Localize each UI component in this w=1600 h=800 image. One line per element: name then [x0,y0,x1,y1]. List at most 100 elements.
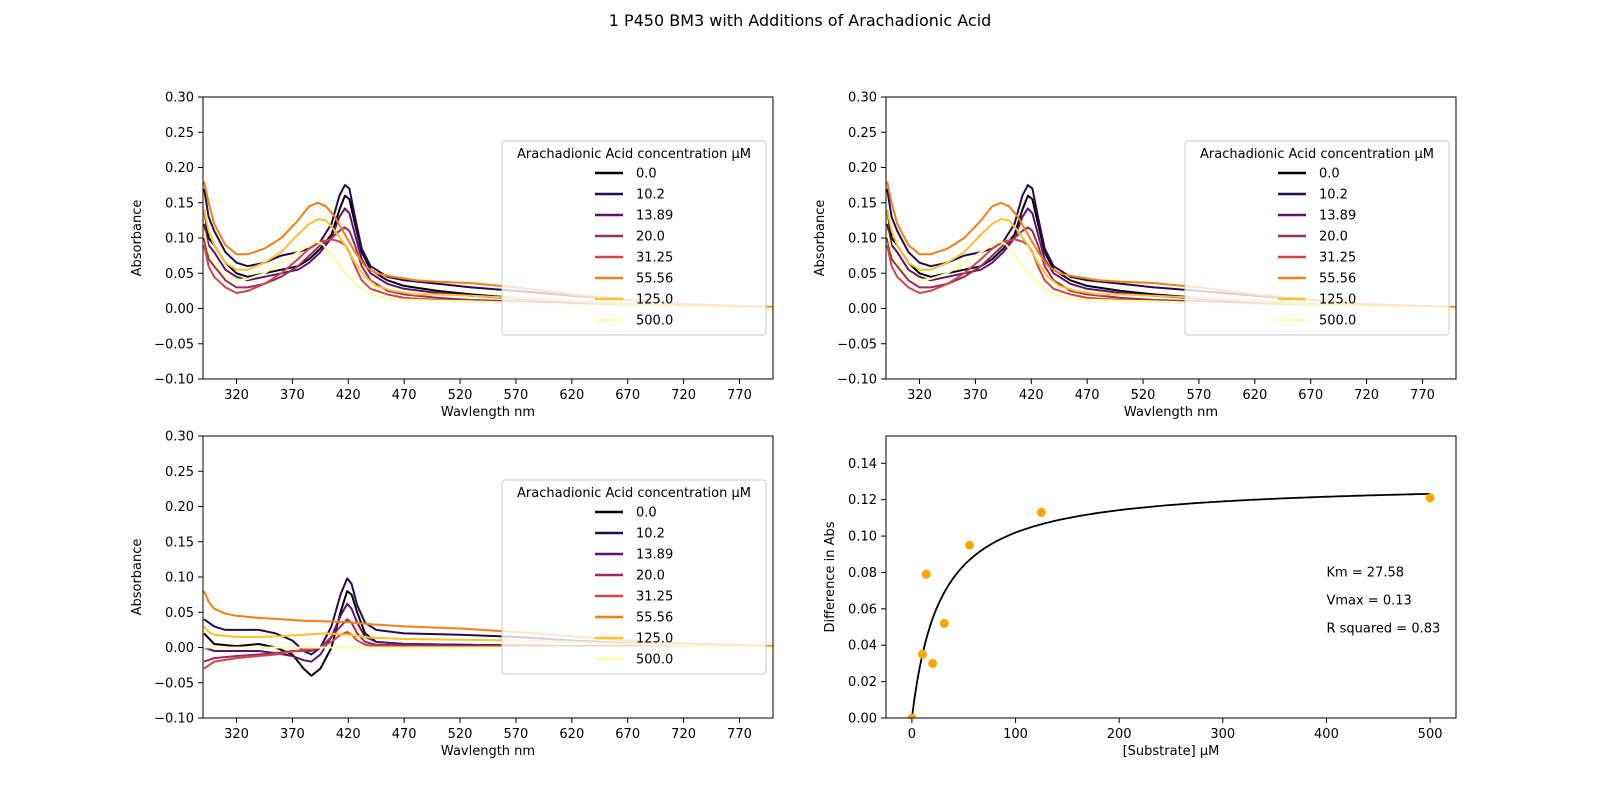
y-tick-label: −0.05 [154,676,194,691]
y-tick-label: −0.10 [837,373,877,388]
x-tick-label: 500 [1418,727,1443,742]
y-tick-label: 0.02 [848,675,877,690]
y-tick-label: 0.14 [848,457,877,472]
x-tick-label: 720 [671,727,696,742]
y-tick-label: 0.20 [848,161,877,176]
x-tick-label: 200 [1107,727,1132,742]
data-point [921,569,931,579]
data-point [917,649,927,659]
y-tick-label: 0.06 [848,602,877,617]
legend-label: 55.56 [636,611,673,626]
y-tick-label: 0.15 [165,535,194,550]
y-tick-label: 0.30 [848,91,877,106]
data-point [928,658,938,668]
legend-box [501,479,767,675]
legend-label: 31.25 [636,251,673,266]
x-axis-label: Wavlength nm [441,405,535,420]
legend-title: Arachadionic Acid concentration μM [1200,147,1434,162]
legend-label: 20.0 [636,230,665,245]
y-tick-label: 0.05 [848,267,877,282]
y-tick-label: 0.12 [848,493,877,508]
legend-label: 55.56 [1319,272,1356,287]
data-point [939,618,949,628]
x-axis-label: [Substrate] μM [1123,744,1220,759]
y-tick-label: 0.04 [848,639,877,654]
x-tick-label: 420 [1019,388,1044,403]
legend-label: 0.0 [636,506,657,521]
y-tick-label: 0.05 [165,267,194,282]
legend-label: 125.0 [1319,293,1356,308]
y-tick-label: −0.05 [837,337,877,352]
panel-spectra-repeat: 320 370 420 470 520 570 620 670 720 770 −0.10 −0.05… [813,91,1457,420]
x-tick-label: 320 [224,727,249,742]
legend: Arachadionic Acid concentration μM 0.0 10.… [501,140,767,336]
x-tick-label: 470 [392,727,417,742]
y-tick-label: −0.05 [154,337,194,352]
x-tick-label: 570 [1187,388,1212,403]
axes-frame [202,96,774,380]
x-tick-label: 370 [963,388,988,403]
legend: Arachadionic Acid concentration μM 0.0 10.… [1184,140,1450,336]
x-tick-label: 670 [1298,388,1323,403]
y-tick-label: 0.30 [165,430,194,445]
x-tick-label: 720 [671,388,696,403]
y-tick-label: 0.20 [165,500,194,515]
legend-label: 125.0 [636,632,673,647]
axes-frame [885,96,1457,380]
series-line-10.2 [203,184,773,309]
series-line-20.0 [886,226,1456,310]
legend: Arachadionic Acid concentration μM 0.0 10.… [501,479,767,675]
legend-label: 0.0 [1319,167,1340,182]
x-tick-label: 320 [224,388,249,403]
y-tick-label: 0.25 [848,126,877,141]
legend-box [501,140,767,336]
y-tick-label: 0.00 [848,302,877,317]
y-tick-label: 0.15 [165,196,194,211]
x-tick-label: 520 [448,388,473,403]
y-tick-label: 0.00 [165,641,194,656]
x-tick-label: 620 [1242,388,1267,403]
y-tick-label: 0.20 [165,161,194,176]
y-tick-label: 0.00 [848,712,877,727]
legend-label: 125.0 [636,293,673,308]
legend-label: 13.89 [636,209,673,224]
x-axis-label: Wavlength nm [1124,405,1218,420]
series-line-20.0 [203,226,773,310]
y-tick-label: 0.10 [848,530,877,545]
x-tick-label: 470 [1075,388,1100,403]
data-point [1425,493,1435,503]
y-axis-label: Absorbance [130,539,145,616]
y-axis-label: Absorbance [130,200,145,277]
y-tick-label: 0.25 [165,465,194,480]
y-tick-label: 0.05 [165,606,194,621]
x-tick-label: 420 [336,727,361,742]
x-tick-label: 620 [559,388,584,403]
x-tick-label: 370 [280,727,305,742]
y-tick-label: 0.10 [165,232,194,247]
legend-label: 31.25 [1319,251,1356,266]
legend-label: 13.89 [636,548,673,563]
axes-frame [885,435,1457,719]
x-tick-label: 420 [336,388,361,403]
x-axis-label: Wavlength nm [441,744,535,759]
x-tick-label: 620 [559,727,584,742]
legend-label: 20.0 [1319,230,1348,245]
fit-annotation: R squared = 0.83 [1326,621,1440,636]
data-point [907,713,917,718]
y-tick-label: 0.10 [165,571,194,586]
fit-curve [911,492,1431,718]
figure-title: 1 P450 BM3 with Additions of Arachadioni… [608,11,992,30]
x-tick-label: 370 [280,388,305,403]
fit-annotation: Vmax = 0.13 [1326,593,1411,608]
legend-label: 10.2 [636,527,665,542]
y-tick-label: 0.25 [165,126,194,141]
x-tick-label: 520 [448,727,473,742]
legend-label: 0.0 [636,167,657,182]
x-tick-label: 320 [907,388,932,403]
legend-label: 500.0 [1319,314,1356,329]
fit-annotation: Km = 27.58 [1326,565,1404,580]
y-tick-label: 0.08 [848,566,877,581]
y-tick-label: −0.10 [154,712,194,727]
legend-title: Arachadionic Acid concentration μM [517,147,751,162]
